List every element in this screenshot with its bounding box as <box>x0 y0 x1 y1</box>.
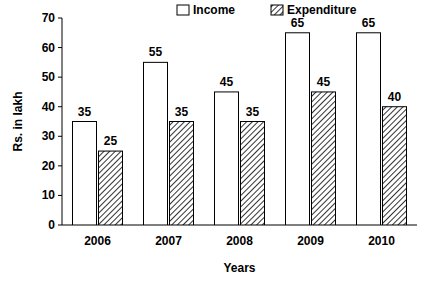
x-tick-label: 2008 <box>226 234 253 248</box>
y-tick <box>58 136 62 137</box>
y-tick-label: 50 <box>42 70 56 84</box>
bar <box>215 92 239 225</box>
bar <box>170 122 194 226</box>
data-label: 55 <box>149 45 163 59</box>
bar <box>357 33 381 225</box>
bar <box>73 122 97 226</box>
data-label: 40 <box>388 90 402 104</box>
x-tick-label: 2009 <box>297 234 324 248</box>
bar <box>312 92 336 225</box>
y-tick-label: 10 <box>42 188 56 202</box>
data-label: 45 <box>317 75 331 89</box>
y-tick-label: 30 <box>42 129 56 143</box>
y-tick <box>58 77 62 78</box>
legend: Income Expenditure <box>177 3 357 17</box>
y-axis-label: Rs. in lakh <box>11 91 25 151</box>
y-tick-label: 20 <box>42 159 56 173</box>
bar <box>383 107 407 225</box>
y-tick <box>58 195 62 196</box>
data-label: 35 <box>78 105 92 119</box>
y-tick-label: 40 <box>42 100 56 114</box>
bar <box>286 33 310 225</box>
y-axis <box>62 18 63 225</box>
legend-swatch <box>271 5 283 15</box>
bar <box>99 151 123 225</box>
data-label: 65 <box>362 16 376 30</box>
y-tick <box>58 47 62 48</box>
y-tick <box>58 165 62 166</box>
data-label: 45 <box>220 75 234 89</box>
bars <box>73 33 407 225</box>
data-labels: 35 25 55 35 45 35 65 45 65 40 <box>78 16 402 148</box>
legend-label: Expenditure <box>287 3 357 17</box>
y-tick <box>58 225 62 226</box>
y-tick-label: 0 <box>48 218 55 232</box>
chart: 0 10 20 30 40 50 60 70 35 25 55 35 45 35 65 45 65 40 2006 2… <box>0 0 423 282</box>
legend-label: Income <box>193 3 235 17</box>
bar <box>241 122 265 226</box>
bar <box>144 62 168 225</box>
legend-swatch <box>177 5 189 15</box>
y-tick-label: 70 <box>42 11 56 25</box>
x-tick-label: 2006 <box>84 234 111 248</box>
x-tick-label: 2007 <box>155 234 182 248</box>
y-tick-label: 60 <box>42 41 56 55</box>
data-label: 35 <box>246 105 260 119</box>
y-tick <box>58 106 62 107</box>
x-tick-label: 2010 <box>368 234 395 248</box>
data-label: 65 <box>291 16 305 30</box>
y-tick <box>58 18 62 19</box>
data-label: 35 <box>175 105 189 119</box>
data-label: 25 <box>104 134 118 148</box>
x-axis-label: Years <box>223 261 255 275</box>
